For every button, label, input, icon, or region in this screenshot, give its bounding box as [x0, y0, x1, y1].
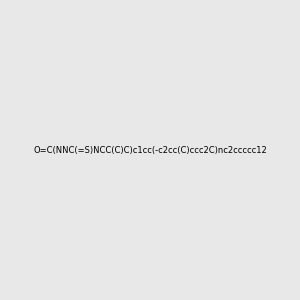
Text: O=C(NNC(=S)NCC(C)C)c1cc(-c2cc(C)ccc2C)nc2ccccc12: O=C(NNC(=S)NCC(C)C)c1cc(-c2cc(C)ccc2C)nc… — [33, 146, 267, 154]
